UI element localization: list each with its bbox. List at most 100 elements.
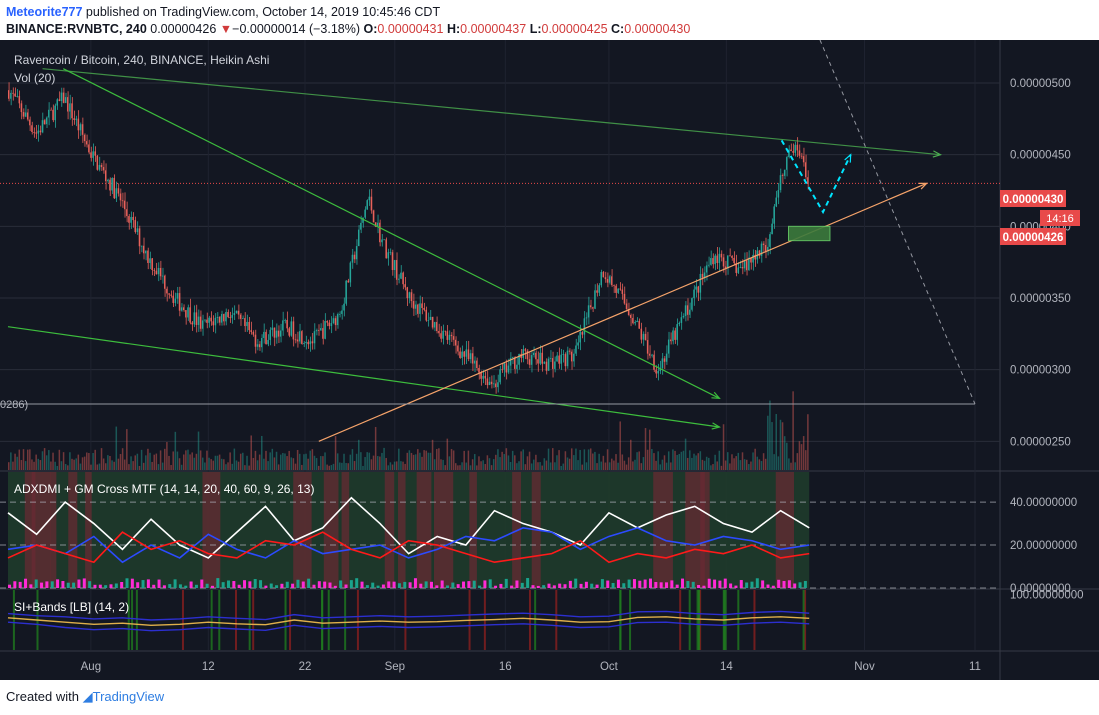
candle-body — [486, 378, 489, 386]
candle-body — [805, 162, 807, 178]
candle-body — [86, 141, 88, 145]
author-link[interactable]: Meteorite777 — [6, 5, 83, 19]
volume-bar — [674, 450, 676, 470]
volume-bar — [37, 458, 40, 470]
volume-bar — [157, 464, 160, 470]
adx-histogram-bar — [194, 584, 198, 588]
candle-body — [334, 318, 337, 326]
volume-bar — [446, 438, 449, 470]
candle-body — [695, 286, 697, 290]
adx-histogram-bar — [381, 584, 385, 588]
volume-bar — [339, 462, 341, 470]
candle-body — [237, 310, 240, 315]
adx-histogram-bar — [29, 584, 33, 588]
adx-histogram-bar — [515, 580, 519, 588]
tradingview-logo-icon: ◢ — [82, 689, 93, 704]
candle-body — [807, 177, 809, 185]
candle-body — [691, 298, 693, 310]
candle-body — [769, 234, 771, 247]
tradingview-brand[interactable]: TradingView — [92, 689, 165, 704]
volume-bar — [301, 464, 303, 470]
volume-bar — [48, 450, 50, 470]
candle-body — [499, 369, 501, 383]
candle-body — [22, 112, 25, 117]
volume-bar — [180, 464, 183, 470]
volume-bar — [237, 461, 240, 470]
adx-bear-band — [416, 472, 432, 588]
chart-canvas[interactable]: 0.000005000.000004500.000004000.00000350… — [0, 40, 1099, 680]
candle-body — [726, 255, 729, 269]
volume-bar — [516, 463, 518, 470]
volume-bar — [54, 461, 56, 470]
adx-bear-band — [653, 472, 673, 588]
candle-body — [286, 320, 288, 329]
candle-body — [227, 312, 229, 318]
candle-body — [575, 345, 577, 354]
volume-bar — [360, 452, 362, 470]
volume-bar — [111, 460, 113, 470]
candle-body — [705, 265, 708, 273]
candle-body — [495, 383, 497, 388]
candle-body — [303, 343, 305, 344]
volume-bar — [490, 465, 493, 470]
candle-body — [370, 196, 373, 211]
volume-bar — [602, 455, 605, 470]
volume-bar — [345, 463, 347, 470]
candle-body — [145, 250, 147, 254]
adx-histogram-bar — [478, 585, 482, 588]
volume-bar — [94, 449, 96, 470]
volume-bar — [58, 449, 61, 470]
candle-body — [288, 328, 290, 336]
candle-body — [573, 353, 575, 362]
adx-histogram-bar — [323, 581, 327, 588]
volume-bar — [450, 449, 453, 470]
adx-histogram-bar — [253, 579, 257, 588]
adx-histogram-bar — [56, 579, 60, 588]
volume-bar — [651, 449, 653, 470]
candle-body — [408, 292, 411, 299]
candle-body — [231, 315, 234, 318]
drawings[interactable] — [0, 40, 976, 442]
adx-histogram-bar — [259, 580, 263, 588]
adx-histogram-bar — [488, 579, 492, 588]
volume-bar — [657, 451, 659, 470]
candle-body — [686, 305, 689, 315]
volume-bar — [343, 453, 345, 470]
candle-body — [263, 331, 265, 338]
adx-histogram-bar — [317, 581, 321, 588]
x-tick-label: 11 — [969, 661, 981, 673]
volume-bar — [667, 451, 670, 470]
candle-body — [537, 359, 539, 364]
volume-bar — [303, 454, 305, 470]
volume-bar — [663, 455, 666, 470]
volume-bar — [79, 463, 82, 470]
adx-histogram-bar — [510, 585, 514, 588]
adx-histogram-bar — [531, 585, 535, 588]
candle-body — [473, 360, 476, 364]
volume-bar — [307, 458, 309, 470]
volume-bar — [501, 451, 503, 470]
volume-bar — [570, 448, 573, 470]
candle-body — [155, 270, 158, 275]
candle-body — [398, 278, 400, 280]
volume-bar — [320, 456, 322, 470]
volume-bar — [627, 457, 630, 470]
adx-histogram-bar — [264, 585, 268, 588]
adx-histogram-bar — [365, 585, 369, 588]
volume-bar — [625, 464, 628, 470]
adx-histogram-bar — [376, 585, 380, 588]
adx-histogram-bar — [787, 580, 791, 588]
volume-bar — [714, 454, 716, 470]
candle-body — [324, 321, 326, 339]
x-tick-label: Nov — [854, 661, 875, 673]
volume-bar — [522, 449, 524, 470]
candle-body — [102, 167, 105, 171]
adx-histogram-bar — [146, 579, 150, 588]
candle-body — [514, 357, 516, 369]
y-tick-label: 0.00000300 — [1010, 365, 1071, 377]
candle-body — [275, 330, 278, 338]
volume-bar — [223, 459, 225, 470]
adx-histogram-bar — [713, 579, 717, 588]
candle-body — [174, 298, 177, 303]
candle-body — [368, 196, 371, 201]
